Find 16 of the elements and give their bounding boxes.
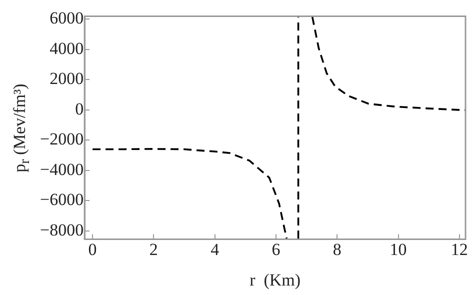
- y-tick-label: 0: [75, 99, 84, 118]
- x-tick-label: 6: [272, 240, 280, 259]
- y-tick-label: −2000: [40, 130, 84, 149]
- x-tick-label: 4: [210, 240, 220, 259]
- y-tick-label: −6000: [40, 190, 84, 210]
- y-tick-label: −4000: [40, 160, 84, 179]
- x-tick-label: 10: [390, 240, 407, 259]
- y-tick-label: −8000: [40, 220, 84, 240]
- x-tick-label: 0: [88, 240, 97, 259]
- y-tick-label: 4000: [50, 38, 84, 58]
- x-tick-label: 12: [450, 240, 468, 259]
- y-tick-label: 6000: [50, 8, 84, 28]
- x-tick-label: 8: [332, 240, 342, 259]
- x-tick-label: 2: [149, 240, 158, 259]
- y-tick-label: 2000: [50, 69, 84, 88]
- x-axis-title: r (Km): [250, 270, 301, 290]
